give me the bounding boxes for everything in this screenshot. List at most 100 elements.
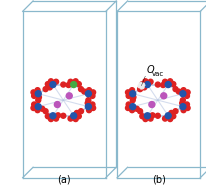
Circle shape bbox=[165, 82, 171, 88]
Circle shape bbox=[130, 108, 134, 113]
Circle shape bbox=[161, 83, 165, 88]
Circle shape bbox=[85, 91, 91, 97]
Circle shape bbox=[56, 113, 60, 118]
Circle shape bbox=[73, 117, 78, 122]
Circle shape bbox=[47, 85, 52, 90]
Circle shape bbox=[126, 93, 131, 98]
Circle shape bbox=[180, 101, 185, 106]
Circle shape bbox=[130, 88, 134, 93]
Circle shape bbox=[126, 90, 130, 95]
Circle shape bbox=[50, 113, 56, 119]
Circle shape bbox=[161, 93, 167, 99]
Circle shape bbox=[78, 87, 83, 92]
Circle shape bbox=[61, 113, 66, 118]
Circle shape bbox=[43, 109, 48, 114]
Circle shape bbox=[143, 117, 148, 122]
Circle shape bbox=[171, 82, 176, 87]
Circle shape bbox=[90, 102, 95, 107]
Circle shape bbox=[40, 106, 45, 111]
Circle shape bbox=[180, 104, 186, 110]
Circle shape bbox=[130, 98, 135, 103]
Text: vac: vac bbox=[151, 70, 164, 77]
Circle shape bbox=[87, 88, 91, 93]
Circle shape bbox=[168, 79, 173, 84]
Circle shape bbox=[126, 102, 131, 107]
Circle shape bbox=[155, 82, 160, 87]
Circle shape bbox=[138, 109, 142, 114]
Circle shape bbox=[184, 102, 189, 107]
Circle shape bbox=[71, 82, 77, 88]
Circle shape bbox=[31, 105, 36, 111]
Circle shape bbox=[142, 85, 147, 90]
Circle shape bbox=[165, 113, 171, 119]
Circle shape bbox=[126, 105, 130, 111]
Circle shape bbox=[45, 114, 50, 119]
Circle shape bbox=[145, 82, 150, 88]
Circle shape bbox=[54, 101, 60, 108]
Circle shape bbox=[140, 82, 145, 87]
Circle shape bbox=[148, 79, 153, 84]
Text: O: O bbox=[146, 65, 154, 75]
Circle shape bbox=[176, 89, 181, 94]
Circle shape bbox=[169, 110, 174, 115]
Circle shape bbox=[82, 89, 87, 94]
Circle shape bbox=[91, 90, 96, 95]
Circle shape bbox=[71, 113, 77, 119]
Circle shape bbox=[35, 108, 40, 113]
Circle shape bbox=[171, 114, 176, 119]
Circle shape bbox=[85, 104, 91, 110]
Circle shape bbox=[145, 113, 150, 119]
Circle shape bbox=[155, 113, 160, 118]
Circle shape bbox=[163, 79, 167, 84]
Circle shape bbox=[168, 117, 173, 122]
Circle shape bbox=[66, 83, 71, 88]
Circle shape bbox=[140, 114, 145, 119]
Circle shape bbox=[48, 79, 54, 84]
Circle shape bbox=[87, 108, 91, 113]
Circle shape bbox=[148, 116, 153, 121]
Circle shape bbox=[181, 108, 186, 113]
Circle shape bbox=[134, 106, 139, 111]
Circle shape bbox=[181, 88, 186, 93]
Circle shape bbox=[173, 87, 178, 92]
Circle shape bbox=[74, 110, 79, 115]
Circle shape bbox=[185, 90, 190, 95]
Circle shape bbox=[35, 104, 41, 110]
Circle shape bbox=[138, 87, 142, 92]
Circle shape bbox=[43, 87, 48, 92]
Circle shape bbox=[180, 98, 185, 103]
Circle shape bbox=[163, 116, 167, 121]
Circle shape bbox=[54, 116, 59, 121]
Text: (a): (a) bbox=[58, 174, 71, 184]
Circle shape bbox=[73, 79, 78, 84]
Circle shape bbox=[35, 88, 40, 93]
Circle shape bbox=[36, 95, 41, 100]
Circle shape bbox=[130, 104, 136, 110]
Circle shape bbox=[32, 102, 37, 107]
Circle shape bbox=[36, 98, 41, 103]
Circle shape bbox=[185, 105, 190, 111]
Circle shape bbox=[61, 82, 66, 87]
Circle shape bbox=[131, 95, 136, 100]
Circle shape bbox=[68, 79, 73, 84]
Circle shape bbox=[35, 91, 41, 97]
Circle shape bbox=[90, 93, 95, 98]
Circle shape bbox=[76, 82, 81, 87]
Circle shape bbox=[85, 101, 90, 106]
Circle shape bbox=[138, 82, 145, 89]
Circle shape bbox=[68, 116, 73, 121]
Circle shape bbox=[54, 79, 59, 84]
Circle shape bbox=[180, 91, 186, 97]
Circle shape bbox=[149, 101, 155, 108]
Circle shape bbox=[173, 109, 178, 114]
Circle shape bbox=[66, 93, 72, 99]
Circle shape bbox=[130, 91, 136, 97]
Circle shape bbox=[150, 113, 155, 118]
Text: (b): (b) bbox=[152, 174, 166, 184]
Circle shape bbox=[184, 93, 189, 98]
Circle shape bbox=[50, 82, 56, 88]
Circle shape bbox=[76, 114, 81, 119]
Circle shape bbox=[45, 82, 50, 87]
Circle shape bbox=[32, 93, 37, 98]
Circle shape bbox=[31, 90, 36, 95]
